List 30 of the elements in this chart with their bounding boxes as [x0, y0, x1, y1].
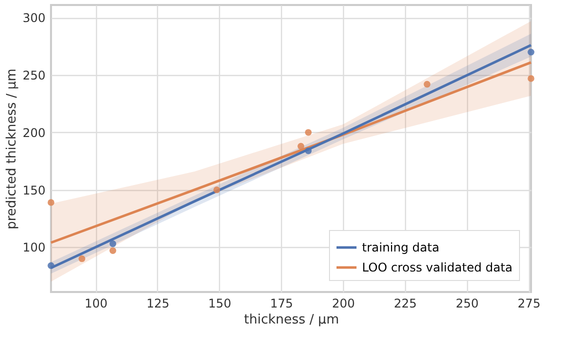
x-tick-label: 125 — [146, 296, 170, 310]
y-tick-label: 300 — [22, 11, 46, 26]
x-tick-label: 275 — [518, 296, 540, 310]
point — [110, 240, 116, 248]
y-tick-label: 150 — [22, 183, 46, 198]
x-tick-label: 225 — [394, 296, 417, 310]
legend-label: LOO cross validated data — [362, 260, 513, 274]
x-tick-label: 250 — [456, 296, 479, 310]
point — [528, 48, 534, 56]
y-tick-label: 200 — [22, 126, 46, 140]
y-tick-label: 100 — [22, 240, 46, 255]
point — [304, 129, 312, 136]
point — [298, 142, 304, 150]
y-axis-title: predicted thickness / µm — [4, 68, 20, 230]
point — [528, 75, 534, 82]
point — [424, 80, 430, 88]
point — [110, 247, 116, 254]
point — [78, 255, 86, 262]
x-tick-label: 175 — [270, 296, 294, 310]
point — [304, 147, 312, 154]
point — [48, 262, 54, 269]
x-tick-label: 200 — [332, 296, 355, 310]
x-tick-label: 150 — [208, 296, 232, 310]
legend-label: training data — [362, 240, 440, 254]
line-series — [50, 61, 532, 244]
x-axis-title: thickness / µm — [244, 312, 339, 328]
x-tick-label: 100 — [84, 296, 108, 310]
point — [213, 186, 220, 194]
y-tick-label: 250 — [22, 68, 46, 83]
point — [48, 199, 54, 206]
